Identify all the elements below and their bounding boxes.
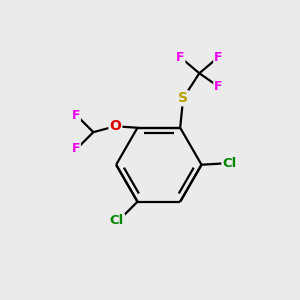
Text: F: F (214, 51, 223, 64)
Text: Cl: Cl (110, 214, 124, 227)
Text: F: F (214, 80, 223, 93)
Text: S: S (178, 91, 188, 105)
Text: F: F (71, 142, 80, 155)
Text: Cl: Cl (222, 157, 237, 170)
Text: F: F (71, 110, 80, 122)
Text: O: O (110, 119, 121, 133)
Text: F: F (176, 51, 184, 64)
